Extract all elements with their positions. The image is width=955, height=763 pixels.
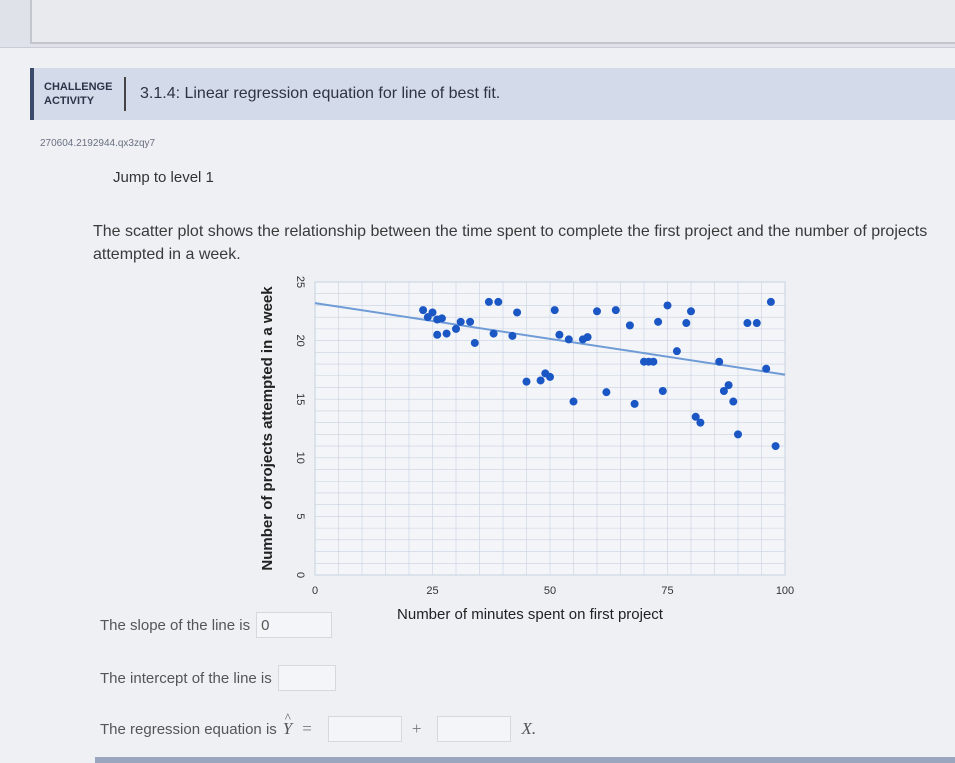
data-point: [762, 364, 771, 373]
plus-sign: +: [411, 719, 422, 738]
data-point: [583, 333, 592, 342]
activity-id: 270604.2192944.qx3zqy7: [40, 138, 156, 149]
data-point: [734, 430, 742, 439]
x-axis-label: Number of minutes spent on first project: [397, 606, 664, 623]
data-point: [442, 329, 451, 338]
data-point: [658, 386, 667, 395]
jump-to-level-link[interactable]: Jump to level 1: [113, 169, 214, 186]
data-point: [456, 317, 465, 326]
regression-line: [314, 302, 786, 376]
y-tick-label: 10: [294, 452, 306, 464]
x-tick-label: 100: [776, 585, 794, 597]
data-point: [682, 319, 691, 328]
badge-line2: ACTIVITY: [44, 95, 95, 107]
y-tick-label: 15: [294, 393, 306, 405]
y-tick-label: 5: [294, 513, 306, 519]
equation-question: The regression equation is ^ Y = + X.: [100, 710, 537, 742]
data-point: [771, 442, 780, 451]
equation-slope-input[interactable]: [437, 716, 512, 742]
intercept-label: The intercept of the line is: [100, 669, 272, 687]
x-tick-label: 75: [661, 585, 673, 597]
data-point: [663, 301, 672, 310]
data-point: [419, 306, 428, 315]
y-tick-label: 20: [294, 334, 306, 346]
data-point: [569, 397, 578, 406]
data-point: [546, 372, 554, 381]
bottom-bar: [95, 757, 955, 763]
badge-line1: CHALLENGE: [44, 81, 113, 93]
data-point: [724, 381, 733, 390]
x-tick-label: 50: [544, 585, 556, 597]
data-point: [555, 330, 564, 339]
y-tick-label: 0: [294, 572, 306, 578]
data-point: [691, 412, 700, 421]
top-strip: [0, 0, 955, 48]
data-point: [630, 399, 639, 408]
data-point: [654, 317, 663, 326]
activity-title: 3.1.4: Linear regression equation for li…: [140, 85, 501, 102]
data-point: [719, 386, 728, 395]
scatter-chart: 0 25 50 75 100 0 5 10 15 20 25 Number of minutes sp…: [259, 276, 794, 623]
y-hat-letter: Y: [282, 719, 293, 738]
data-point: [452, 324, 460, 333]
question-prompt: The scatter plot shows the relationship …: [93, 223, 928, 263]
equation-label: The regression equation is: [100, 720, 277, 738]
data-point: [672, 347, 681, 356]
data-point: [466, 317, 475, 326]
data-point: [687, 307, 695, 316]
data-point: [625, 321, 634, 330]
slope-label: The slope of the line is: [100, 616, 251, 634]
data-point: [536, 376, 545, 385]
data-point: [433, 330, 442, 339]
data-point: [550, 306, 559, 315]
data-point: [743, 319, 752, 328]
data-point: [470, 338, 479, 347]
data-point: [484, 297, 493, 306]
intercept-input[interactable]: [277, 665, 336, 691]
data-point: [602, 388, 611, 397]
data-point: [766, 297, 775, 306]
data-point: [508, 331, 517, 340]
x-variable: X.: [521, 719, 537, 738]
data-point: [752, 319, 761, 328]
data-point: [428, 308, 437, 317]
challenge-badge: CHALLENGE ACTIVITY: [34, 77, 126, 111]
y-axis-label: Number of projects attempted in a week: [259, 286, 276, 571]
data-point: [522, 377, 531, 386]
data-point: [696, 418, 705, 427]
hat-accent: ^: [284, 710, 291, 725]
data-point: [715, 357, 724, 366]
slope-question: The slope of the line is: [100, 612, 333, 638]
data-point: [513, 308, 522, 317]
slope-input[interactable]: [256, 612, 333, 638]
data-point: [729, 397, 738, 406]
x-tick-label: 25: [426, 585, 438, 597]
data-point: [437, 314, 446, 323]
data-point: [494, 297, 503, 306]
data-point: [564, 335, 573, 344]
y-tick-label: 25: [294, 276, 306, 288]
data-point: [593, 307, 601, 316]
data-point: [611, 306, 620, 315]
data-point: [649, 357, 658, 366]
data-point: [489, 329, 498, 338]
intercept-question: The intercept of the line is: [100, 665, 336, 691]
top-panel: [30, 0, 955, 44]
equals-sign: =: [302, 719, 312, 738]
equation-intercept-input[interactable]: [327, 716, 402, 742]
y-hat-symbol: ^ Y: [282, 710, 293, 739]
x-tick-label: 0: [312, 585, 318, 597]
activity-banner: CHALLENGE ACTIVITY 3.1.4: Linear regress…: [30, 68, 955, 120]
